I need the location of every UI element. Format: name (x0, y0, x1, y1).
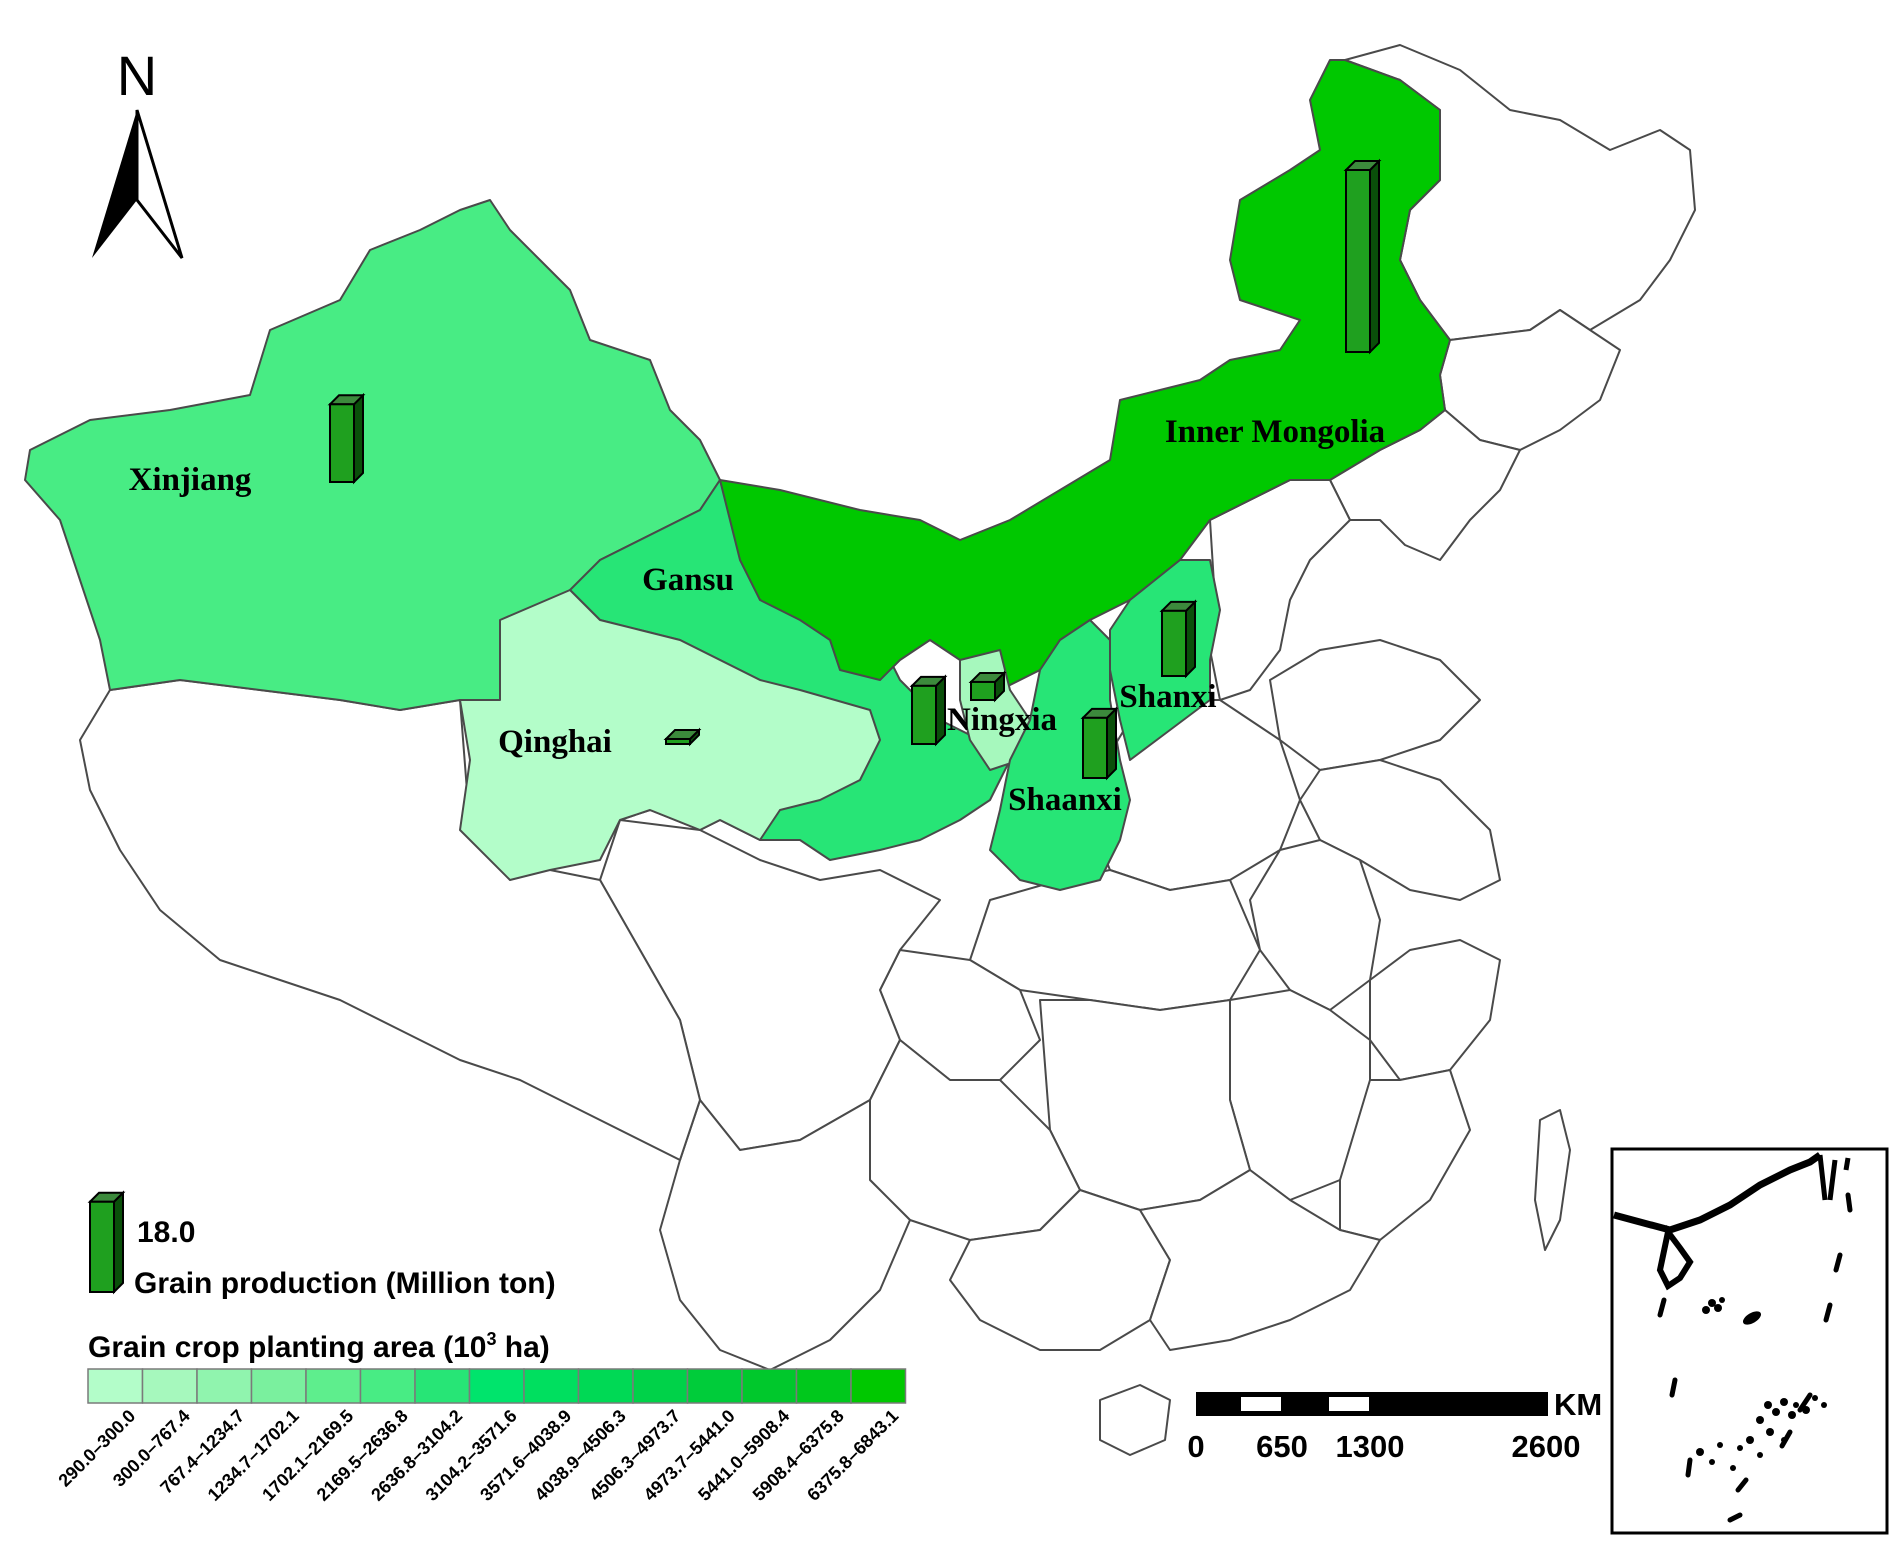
fujian-outline (1339, 1069, 1471, 1241)
legend-swatch-3 (250, 1368, 307, 1404)
legend-swatch-5 (359, 1368, 416, 1404)
label-ningxia: Ningxia (947, 702, 1057, 738)
north-arrow-label: N (117, 44, 157, 107)
yunnan-outline (659, 1099, 911, 1371)
label-xinjiang: Xinjiang (129, 462, 252, 498)
label-qinghai: Qinghai (498, 724, 612, 760)
legend-swatch-8 (523, 1368, 580, 1404)
label-gansu: Gansu (642, 562, 734, 598)
guangdong-outline (1139, 1169, 1381, 1351)
bar-qinghai (663, 727, 702, 747)
legend-swatch-6 (414, 1368, 471, 1404)
grain-production-bars (327, 158, 1382, 781)
legend-swatch-2 (196, 1368, 253, 1404)
bar-gansu (909, 674, 948, 747)
legend-swatch-1 (141, 1368, 198, 1404)
province-shaanxi (989, 619, 1131, 891)
base-provinces (79, 44, 1696, 1456)
legend-swatch-0 (87, 1368, 144, 1404)
inset-islands (1696, 1297, 1827, 1471)
area-legend-title: Grain crop planting area (103 ha) (88, 1329, 550, 1364)
legend-swatch-7 (468, 1368, 525, 1404)
bar-legend-value: 18.0 (137, 1216, 195, 1249)
label-inner-mongolia: Inner Mongolia (1165, 414, 1385, 450)
bar-legend-label: Grain production (Million ton) (134, 1267, 556, 1300)
inset-coast-detail (1817, 1154, 1851, 1201)
label-shaanxi: Shaanxi (1008, 782, 1122, 818)
scale-tick-650: 650 (1256, 1429, 1308, 1464)
scale-tick-0: 0 (1187, 1429, 1204, 1464)
inset-hainan (1656, 1224, 1694, 1291)
legend-swatch-9 (577, 1368, 634, 1404)
scale-bar-segment-b (1329, 1397, 1369, 1411)
jiangsu-outline (1299, 759, 1501, 901)
highlighted-provinces (24, 59, 1451, 891)
scale-tick-1300: 1300 (1336, 1429, 1405, 1464)
bar-legend-symbol (87, 1190, 126, 1295)
south-china-sea-inset (1610, 1147, 1889, 1535)
legend-swatch-10 (632, 1368, 689, 1404)
north-arrow-right-half-icon (135, 109, 184, 259)
scale-bar: KM 0 650 1300 2600 (1187, 1387, 1602, 1464)
legend-swatch-13 (795, 1368, 852, 1404)
inset-coastline (1613, 1152, 1823, 1234)
taiwan-outline (1534, 1109, 1571, 1251)
province-inner-mongolia (719, 59, 1451, 691)
label-shanxi: Shanxi (1119, 679, 1216, 715)
zhejiang-outline (1369, 939, 1501, 1081)
bar-legend-bar-icon (87, 1190, 126, 1295)
north-arrow-left-half-icon (92, 110, 137, 258)
bar-shaanxi (1080, 706, 1119, 781)
legend-swatch-14 (850, 1368, 907, 1404)
inset-boundary-dashes (1657, 1192, 1853, 1523)
shandong-outline (1269, 639, 1481, 771)
area-legend-swatches (87, 1368, 907, 1404)
bar-legend: 18.0 Grain production (Million ton) (87, 1190, 556, 1300)
hainan-outline (1099, 1384, 1171, 1456)
bar-shanxi (1159, 599, 1198, 679)
legend-swatch-11 (686, 1368, 743, 1404)
bar-inner-mongolia (1343, 158, 1382, 355)
province-labels: Xinjiang Gansu Qinghai Inner Mongolia Ni… (129, 414, 1386, 818)
legend-swatch-12 (741, 1368, 798, 1404)
scale-bar-unit: KM (1554, 1387, 1602, 1422)
bar-xinjiang (327, 392, 366, 485)
bar-ningxia (968, 670, 1007, 703)
scale-bar-segment-a (1241, 1397, 1281, 1411)
inset-frame (1610, 1147, 1889, 1535)
anhui-outline (1249, 839, 1381, 1011)
area-legend-labels: 290.0–300.0300.0–767.4767.4–1234.71234.7… (54, 1406, 902, 1505)
legend-swatch-4 (305, 1368, 362, 1404)
north-arrow: N (92, 44, 184, 259)
scale-tick-2600: 2600 (1512, 1429, 1581, 1464)
